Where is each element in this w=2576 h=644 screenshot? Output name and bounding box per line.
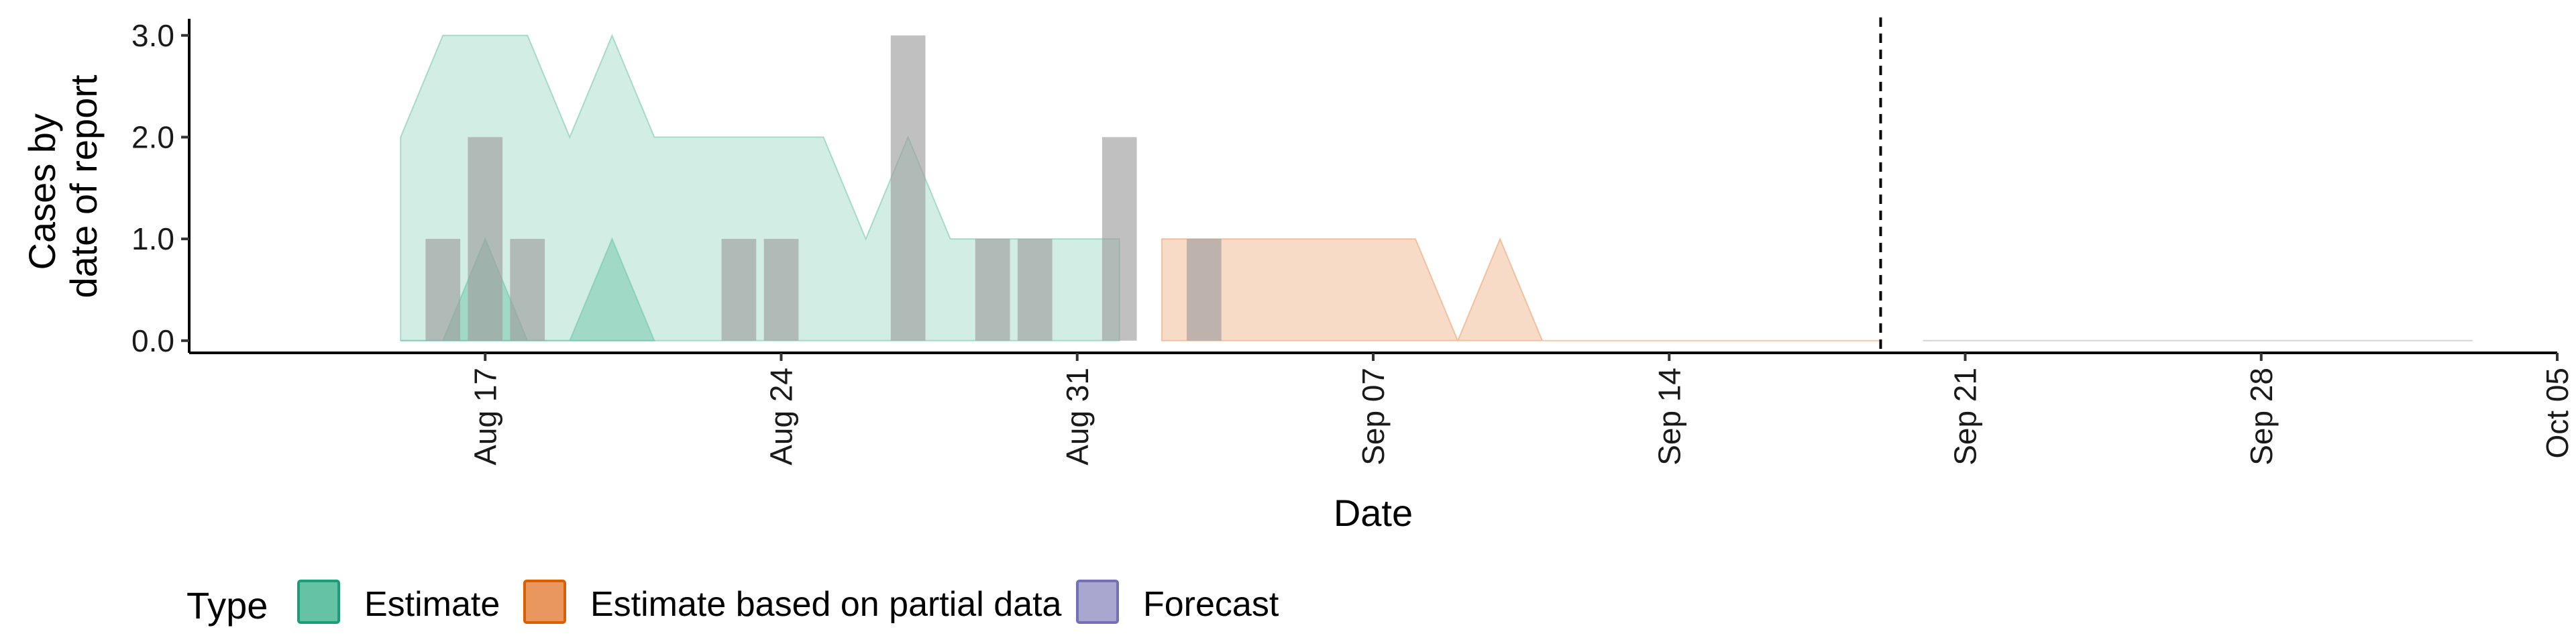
legend-items: Estimate Estimate based on partial data Fo… [297, 580, 1279, 624]
y-tick-label: 1.0 [131, 221, 174, 256]
x-tick-label: Aug 24 [764, 368, 799, 466]
reported-bar-2020-08-24 [763, 239, 799, 341]
y-axis-title-line-1: Cases by [21, 113, 63, 270]
reported-bar-2020-08-30 [1017, 239, 1053, 341]
reported-bar-2020-08-18 [510, 239, 545, 341]
legend-title: Type [186, 584, 268, 627]
ribbon-estimate-based-on-partial-data-2 [1161, 237, 1881, 343]
y-tick-label: 0.0 [131, 323, 174, 358]
plot-area [400, 17, 2473, 353]
legend-label: Estimate based on partial data [590, 585, 1062, 624]
y-tick-label: 2.0 [131, 119, 174, 154]
legend: Type Estimate Estimate based on partial d… [186, 580, 1279, 627]
x-tick-label: Sep 14 [1652, 368, 1686, 466]
reported-bar-2020-08-17 [468, 137, 503, 341]
x-tick-label: Sep 28 [2244, 368, 2279, 466]
y-axis-title: Cases by date of report [21, 74, 105, 299]
reported-bar-2020-08-29 [975, 239, 1010, 341]
x-tick-label: Aug 17 [468, 368, 502, 466]
legend-swatch-estimate-based-on-partial-data [523, 580, 566, 624]
y-ticks: 0.0 1.0 2.0 3.0 [131, 18, 189, 358]
axes: 0.0 1.0 2.0 3.0 Aug 17 Aug 24 Aug 31 Sep 07 Sep… [131, 18, 2575, 466]
reported-bar-2020-09-03 [1187, 239, 1222, 341]
x-ticks: Aug 17 Aug 24 Aug 31 Sep 07 Sep 14 Sep 21 Sep … [468, 353, 2575, 466]
x-tick-label: Aug 31 [1060, 368, 1095, 466]
reported-bar-2020-08-23 [721, 239, 757, 341]
reported-bar-2020-08-16 [425, 239, 461, 341]
x-tick-label: Sep 07 [1356, 368, 1391, 466]
x-axis-title: Date [1334, 492, 1413, 534]
legend-swatch-estimate [297, 580, 340, 624]
legend-swatch-forecast [1076, 580, 1119, 624]
legend-label: Forecast [1143, 585, 1279, 624]
reported-bar-2020-08-27 [890, 35, 926, 341]
x-tick-label: Oct 05 [2540, 368, 2575, 459]
y-axis-title-line-2: date of report [62, 74, 105, 299]
x-tick-label: Sep 21 [1948, 368, 1983, 466]
reported-bar-2020-09-01 [1102, 137, 1137, 341]
legend-label: Estimate [364, 585, 500, 624]
y-tick-label: 3.0 [131, 18, 174, 53]
